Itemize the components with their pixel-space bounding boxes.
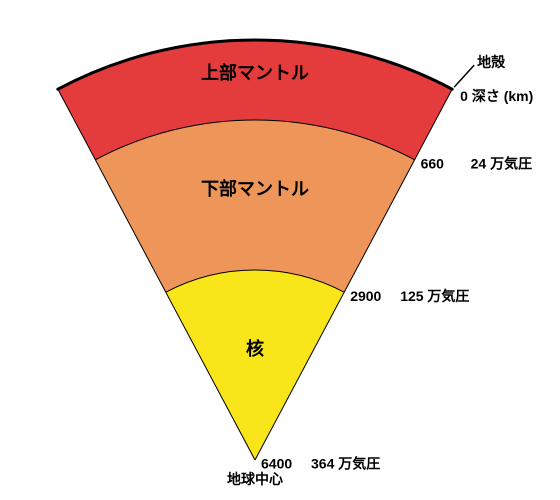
crust-label: 地殻 <box>477 54 506 70</box>
pressure-value: 125 万気圧 <box>400 288 469 304</box>
layer-core <box>166 270 344 460</box>
pressure-value: 24 万気圧 <box>471 156 532 172</box>
pressure-value: 364 万気圧 <box>311 456 380 472</box>
crust-leader <box>454 65 474 87</box>
depth-tick: 660 24 万気圧 <box>421 156 532 172</box>
center-label: 地球中心 <box>227 471 283 487</box>
depth-header: 0 深さ (km) <box>460 88 533 104</box>
depth-tick: 6400 364 万気圧 <box>261 456 380 472</box>
earth-wedge-diagram: 核 下部マントル上部マントル 地殻 0 深さ (km) 660 24 万気圧 2900 125… <box>0 0 560 500</box>
layer-label-core: 核 <box>246 338 264 359</box>
depth-value: 6400 <box>261 456 292 472</box>
layer-label-upper_mantle: 上部マントル <box>201 62 309 83</box>
layer-lower_mantle <box>95 120 414 292</box>
depth-tick: 2900 125 万気圧 <box>350 288 469 304</box>
layer-label-lower_mantle: 下部マントル <box>201 178 309 199</box>
depth-value: 660 <box>421 156 445 172</box>
depth-value: 2900 <box>350 288 381 304</box>
